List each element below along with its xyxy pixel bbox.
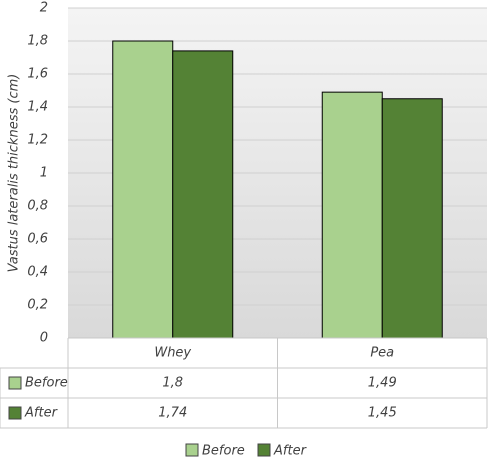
table-cell: 1,74 — [158, 406, 187, 421]
legend-swatch — [8, 406, 22, 420]
bar — [321, 91, 383, 339]
y-tick-label: 1,8 — [27, 34, 48, 49]
table-row-label: Before — [25, 376, 68, 391]
bar — [172, 50, 234, 339]
y-tick-label: 0 — [40, 331, 48, 346]
y-tick-label: 0,2 — [27, 298, 48, 313]
y-tick-label: 1,4 — [27, 100, 48, 115]
y-tick-label: 0,6 — [27, 232, 48, 247]
y-tick-label: 1,2 — [27, 133, 48, 148]
legend-label: After — [273, 444, 308, 459]
legend-swatch — [185, 443, 199, 457]
table-cell: 1,8 — [162, 376, 183, 391]
table-row-label: After — [24, 406, 59, 421]
legend-label: Before — [202, 444, 245, 459]
y-tick-label: 1 — [40, 166, 48, 181]
y-tick-label: 1,6 — [27, 67, 48, 82]
y-tick-label: 0,8 — [27, 199, 48, 214]
legend-swatch — [257, 443, 271, 457]
y-tick-label: 0,4 — [27, 265, 48, 280]
x-tick-label: Whey — [154, 346, 191, 361]
y-tick-label: 2 — [40, 1, 48, 16]
x-tick-label: Pea — [370, 346, 394, 361]
legend-swatch — [8, 376, 22, 390]
bar — [381, 98, 443, 339]
table-cell: 1,49 — [368, 376, 397, 391]
y-axis-title: Vastus lateralis thickness (cm) — [7, 74, 22, 273]
table-cell: 1,45 — [368, 406, 397, 421]
bar — [112, 40, 174, 339]
